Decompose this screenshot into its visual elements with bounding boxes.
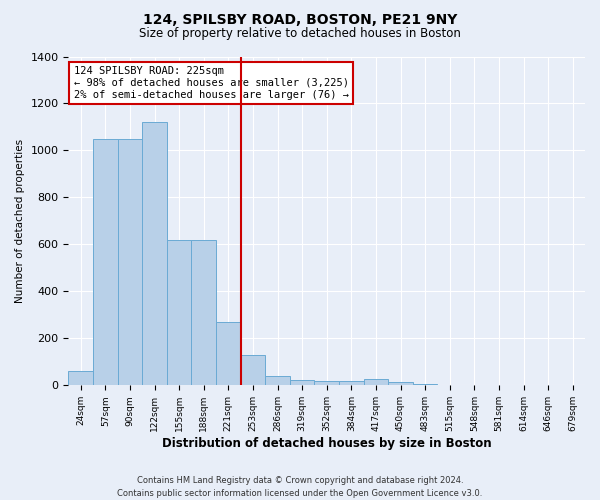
Bar (142, 122, 167, 386)
Bar (118, 138, 142, 386)
Bar (437, 384, 462, 386)
X-axis label: Distribution of detached houses by size in Boston: Distribution of detached houses by size … (162, 437, 491, 450)
Bar (413, 384, 437, 386)
Bar (191, 240, 216, 386)
Bar (265, 376, 290, 386)
Bar (167, 240, 191, 386)
Text: Size of property relative to detached houses in Boston: Size of property relative to detached ho… (139, 28, 461, 40)
Bar (216, 322, 241, 386)
Bar (364, 380, 388, 386)
Bar (93, 138, 118, 386)
Text: Contains HM Land Registry data © Crown copyright and database right 2024.
Contai: Contains HM Land Registry data © Crown c… (118, 476, 482, 498)
Bar (339, 380, 364, 386)
Bar (388, 382, 413, 386)
Y-axis label: Number of detached properties: Number of detached properties (15, 139, 25, 303)
Text: 124 SPILSBY ROAD: 225sqm
← 98% of detached houses are smaller (3,225)
2% of semi: 124 SPILSBY ROAD: 225sqm ← 98% of detach… (74, 66, 349, 100)
Bar (314, 381, 339, 386)
Bar (290, 380, 314, 386)
Bar (68, 372, 93, 386)
Bar (241, 355, 265, 386)
Text: 124, SPILSBY ROAD, BOSTON, PE21 9NY: 124, SPILSBY ROAD, BOSTON, PE21 9NY (143, 12, 457, 26)
